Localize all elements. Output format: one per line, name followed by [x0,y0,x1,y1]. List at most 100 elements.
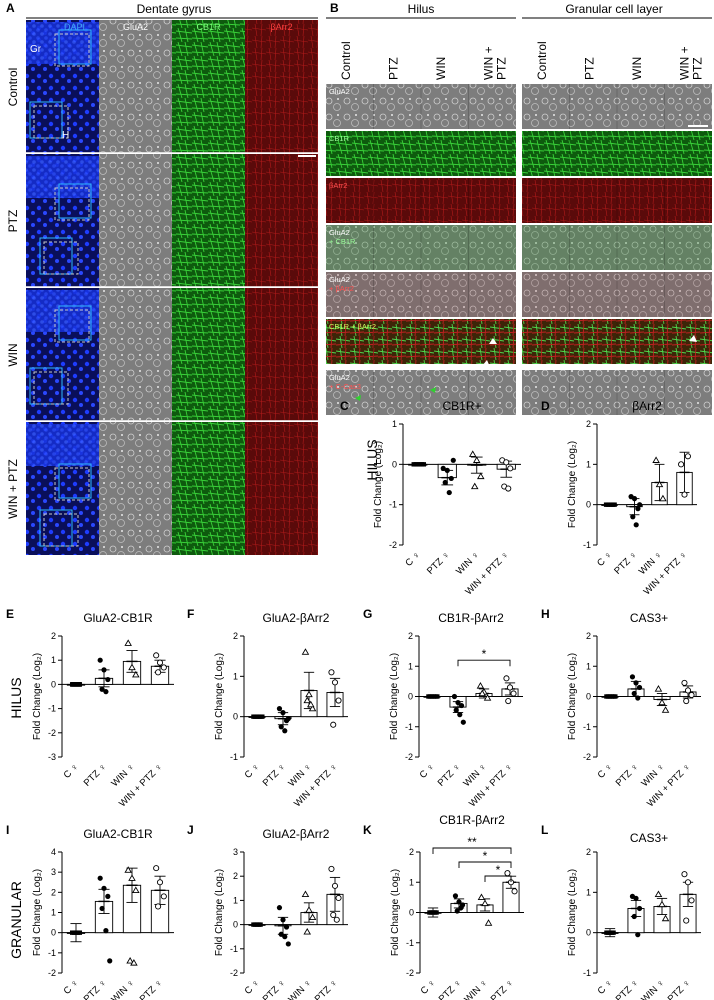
chart-e: E GluA2-CB1R -3 -2 -1 0 1 2 Fold Change (Log₂) C … [6,607,174,809]
data-point [303,696,312,704]
data-point [631,913,637,920]
data-point [331,679,339,686]
overlay-tint [326,225,516,270]
data-point [429,910,434,915]
data-point [285,941,291,947]
channel-label: GluA2 [123,22,148,32]
data-point [661,706,670,713]
data-point [301,890,310,897]
channel-row-label: GluA2 [329,228,350,237]
data-point [256,714,261,719]
panel-b-letter: B [330,1,339,15]
data-point [636,684,643,691]
y-tick-label: 1 [233,895,238,905]
data-point [308,704,317,712]
data-point [654,890,663,897]
group-header: Control [535,41,549,80]
granular-layer-band [26,156,99,198]
y-tick-label: 1 [51,655,56,665]
chart-j: J GluA2-βArr2 -2 -1 0 1 2 3 Fold Change (Log₂) C … [187,823,348,1000]
data-point [455,699,461,706]
micrograph-row [522,272,712,317]
y-tick-label: 3 [233,847,238,857]
data-point [635,506,641,512]
x-tick-label: PTZ ♀ [261,761,288,788]
roi-box-dashed [54,467,90,501]
micrograph-tile [172,154,245,287]
x-tick-label: PTZ ♀ [612,549,639,576]
y-axis-label: Fold Change (Log₂) [214,653,225,740]
y-tick-label: 1 [51,908,56,918]
data-point [333,916,340,923]
data-point [503,675,510,682]
region-label-gr: Gr [30,44,42,55]
y-tick-label: -2 [230,968,238,978]
x-tick-label: PTZ ♀ [261,977,288,1000]
y-tick-label: -2 [389,540,397,550]
x-tick-label: C ♀ [418,761,438,781]
x-tick-label: C ♀ [595,549,615,569]
data-point [681,679,688,686]
panel-a: A Dentate gyrus Control PTZ WIN WIN + PTZ D… [6,1,318,555]
roi-box-dashed [33,371,69,405]
significance-label: * [483,849,488,863]
data-point [99,686,105,692]
data-point [446,489,452,496]
data-point [484,919,493,926]
y-tick-label: -1 [48,948,56,958]
arrowhead-marker [689,335,697,342]
data-point [330,911,337,918]
chart-f: F GluA2-βArr2 -1 0 1 2 Fold Change (Log₂) C ♀PT… [187,607,348,809]
data-point [75,930,81,935]
data-point [658,698,666,706]
roi-box [58,183,92,219]
data-point [308,913,317,920]
micrograph-row [326,178,516,223]
data-point [635,932,641,938]
micrograph-tile [245,154,318,287]
overlay-tint [326,272,516,317]
y-tick-label: 2 [408,631,413,641]
data-point [683,917,690,924]
data-point [276,706,283,712]
chart-l: L CAS3+ -1 0 1 2 Fold Change (Log₂) C ♀PTZ ♀WIN… [541,823,701,1000]
chart-g: G CB1R-βArr2 -2 -1 0 1 2 Fold Change (Log₂) C ♀P… [363,607,523,809]
data-point [457,712,463,718]
data-point [661,914,670,922]
y-tick-label: 2 [233,871,238,881]
y-axis-label: Fold Change (Log₂) [373,441,384,528]
data-point [282,728,288,734]
x-tick-label: PTZ ♀ [437,977,464,1000]
data-point [103,689,109,695]
channel-row-label: CB1R [329,134,350,143]
micrograph-tile [245,20,318,153]
data-point [328,865,335,872]
data-point [107,958,113,964]
section-label-granular: GRANULAR [8,881,24,959]
region-label-h: H [62,130,69,141]
roi-box-dashed [54,33,90,67]
roi-box [58,29,92,65]
data-point [280,917,286,923]
data-point [450,457,456,463]
data-point [278,724,284,730]
group-header: PTZ [690,57,704,80]
y-tick-label: 1 [586,887,591,897]
data-point [468,450,477,457]
group-header: WIN + [481,46,495,80]
y-tick-label: 0 [51,679,56,689]
x-tick-label: WIN ♀ [109,977,137,1000]
y-tick-label: -3 [48,752,56,762]
arrowhead-marker [355,395,361,401]
micrograph-row [326,370,516,415]
data-point [305,690,313,698]
y-tick-label: 1 [392,419,397,429]
data-point [103,928,109,934]
data-point [460,719,466,725]
x-tick-label: C ♀ [243,977,263,997]
data-point [331,882,339,889]
x-tick-label: C ♀ [419,977,439,997]
data-point [612,502,617,507]
y-tick-label: -2 [48,968,56,978]
